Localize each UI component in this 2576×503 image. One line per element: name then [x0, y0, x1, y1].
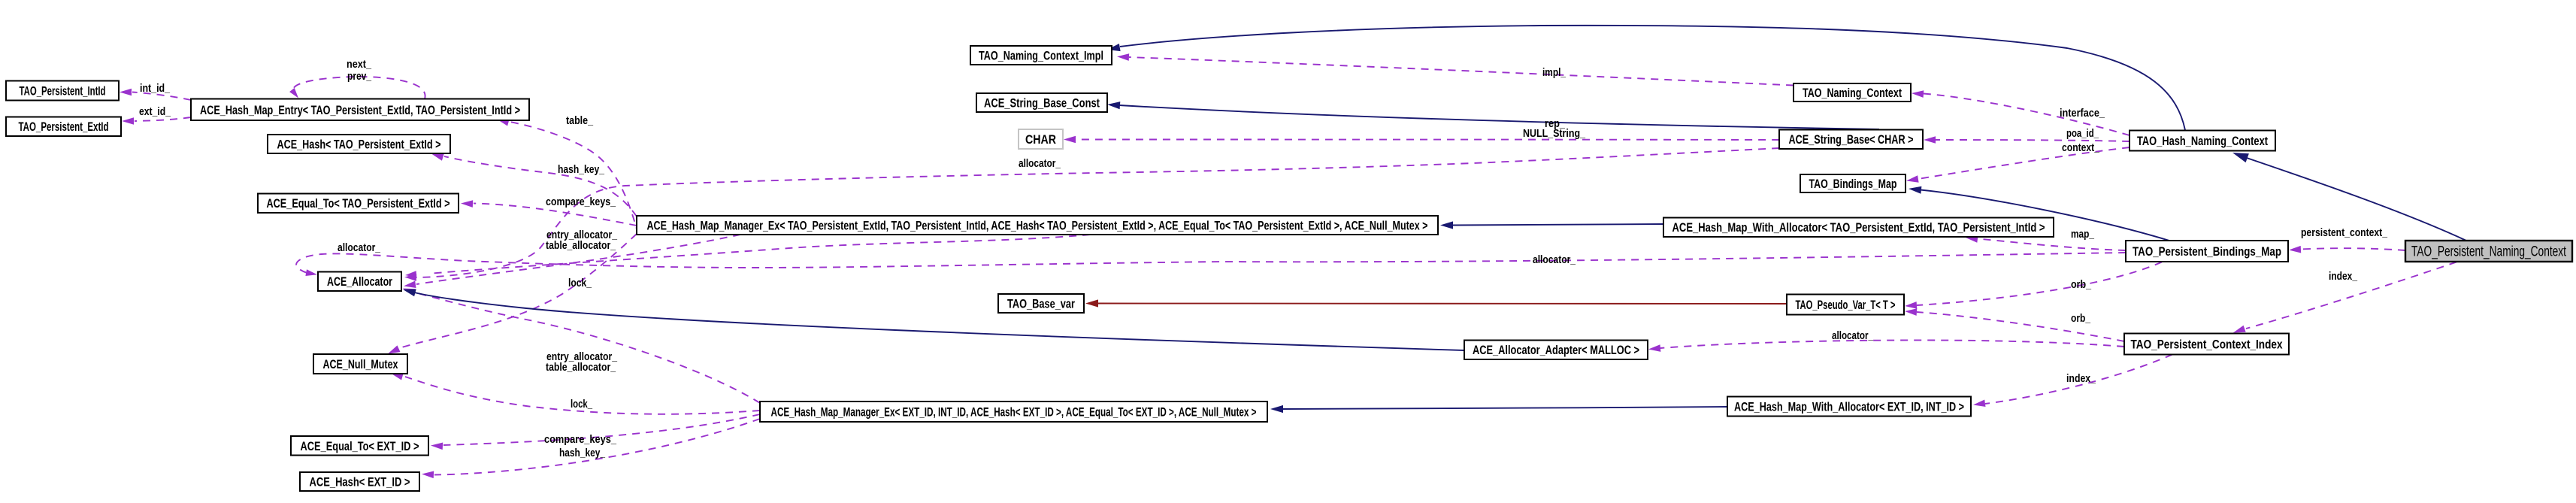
svg-text:entry_allocator_: entry_allocator_	[546, 229, 618, 241]
svg-text:NULL_String_: NULL_String_	[1523, 127, 1586, 140]
svg-text:orb_: orb_	[2071, 278, 2092, 291]
svg-text:TAO_Naming_Context_Impl: TAO_Naming_Context_Impl	[979, 49, 1103, 63]
svg-text:lock_: lock_	[571, 398, 592, 411]
svg-text:map_: map_	[2071, 228, 2095, 241]
svg-text:ACE_Null_Mutex: ACE_Null_Mutex	[323, 357, 398, 371]
svg-text:rep_: rep_	[1545, 117, 1566, 130]
svg-text:ACE_Hash< TAO_Persistent_ExtId: ACE_Hash< TAO_Persistent_ExtId >	[277, 138, 441, 152]
svg-text:ACE_Hash< EXT_ID >: ACE_Hash< EXT_ID >	[310, 475, 410, 489]
svg-text:poa_id_: poa_id_	[2066, 127, 2099, 140]
svg-text:impl_: impl_	[1542, 66, 1566, 79]
svg-text:ACE_Allocator: ACE_Allocator	[327, 274, 392, 289]
svg-text:table_allocator_: table_allocator_	[546, 361, 616, 374]
svg-text:next_: next_	[347, 58, 372, 71]
svg-text:orb_: orb_	[2071, 312, 2091, 325]
svg-text:TAO_Persistent_Bindings_Map: TAO_Persistent_Bindings_Map	[2133, 244, 2281, 259]
svg-text:compare_keys_: compare_keys_	[544, 433, 617, 446]
svg-text:ACE_Hash_Map_Manager_Ex< EXT_I: ACE_Hash_Map_Manager_Ex< EXT_ID, INT_ID,…	[771, 405, 1257, 420]
svg-text:entry_allocator_: entry_allocator_	[546, 350, 618, 363]
svg-text:TAO_Naming_Context: TAO_Naming_Context	[1803, 86, 1902, 100]
svg-text:TAO_Pseudo_Var_T< T >: TAO_Pseudo_Var_T< T >	[1796, 298, 1896, 312]
svg-text:hash_key_: hash_key_	[558, 163, 605, 176]
svg-text:table_: table_	[566, 114, 594, 127]
svg-text:ACE_Equal_To< TAO_Persistent_E: ACE_Equal_To< TAO_Persistent_ExtId >	[267, 196, 450, 211]
svg-text:TAO_Persistent_IntId: TAO_Persistent_IntId	[20, 84, 106, 98]
svg-text:persistent_context_: persistent_context_	[2301, 226, 2388, 239]
svg-text:TAO_Persistent_Naming_Context: TAO_Persistent_Naming_Context	[2411, 244, 2567, 260]
svg-text:TAO_Persistent_Context_Index: TAO_Persistent_Context_Index	[2131, 338, 2283, 352]
svg-text:TAO_Hash_Naming_Context: TAO_Hash_Naming_Context	[2137, 134, 2268, 148]
svg-text:interface_: interface_	[2060, 107, 2105, 120]
svg-text:context_: context_	[2062, 141, 2100, 154]
svg-text:hash_key_: hash_key_	[559, 447, 606, 459]
svg-text:CHAR: CHAR	[1025, 132, 1056, 147]
svg-text:prev_: prev_	[347, 70, 372, 83]
svg-text:ACE_Hash_Map_With_Allocator< E: ACE_Hash_Map_With_Allocator< EXT_ID, INT…	[1734, 400, 1964, 414]
svg-text:ACE_Allocator_Adapter< MALLOC: ACE_Allocator_Adapter< MALLOC >	[1473, 343, 1639, 357]
svg-text:int_id_: int_id_	[140, 82, 171, 95]
svg-text:index_: index_	[2066, 372, 2096, 385]
svg-text:lock_: lock_	[568, 277, 592, 289]
svg-text:allocator_: allocator_	[338, 241, 381, 254]
svg-text:allocator_: allocator_	[1019, 157, 1061, 170]
svg-text:ACE_Hash_Map_Manager_Ex< TAO_P: ACE_Hash_Map_Manager_Ex< TAO_Persistent_…	[647, 219, 1428, 233]
svg-text:TAO_Persistent_ExtId: TAO_Persistent_ExtId	[19, 120, 109, 134]
svg-text:TAO_Base_var: TAO_Base_var	[1007, 297, 1075, 311]
svg-text:index_: index_	[2329, 270, 2358, 283]
svg-text:compare_keys_: compare_keys_	[546, 195, 616, 208]
svg-text:ext_id_: ext_id_	[139, 105, 171, 118]
svg-text:allocator_: allocator_	[1832, 329, 1874, 342]
svg-text:ACE_Equal_To< EXT_ID >: ACE_Equal_To< EXT_ID >	[301, 439, 419, 453]
svg-text:TAO_Bindings_Map: TAO_Bindings_Map	[1809, 177, 1897, 191]
svg-text:ACE_Hash_Map_With_Allocator< T: ACE_Hash_Map_With_Allocator< TAO_Persist…	[1672, 220, 2045, 235]
svg-text:table_allocator_: table_allocator_	[546, 239, 616, 252]
svg-text:ACE_String_Base_Const: ACE_String_Base_Const	[984, 96, 1100, 111]
svg-text:ACE_String_Base< CHAR >: ACE_String_Base< CHAR >	[1789, 132, 1914, 147]
svg-text:allocator_: allocator_	[1533, 253, 1576, 266]
svg-text:ACE_Hash_Map_Entry< TAO_Persis: ACE_Hash_Map_Entry< TAO_Persistent_ExtId…	[200, 103, 520, 117]
